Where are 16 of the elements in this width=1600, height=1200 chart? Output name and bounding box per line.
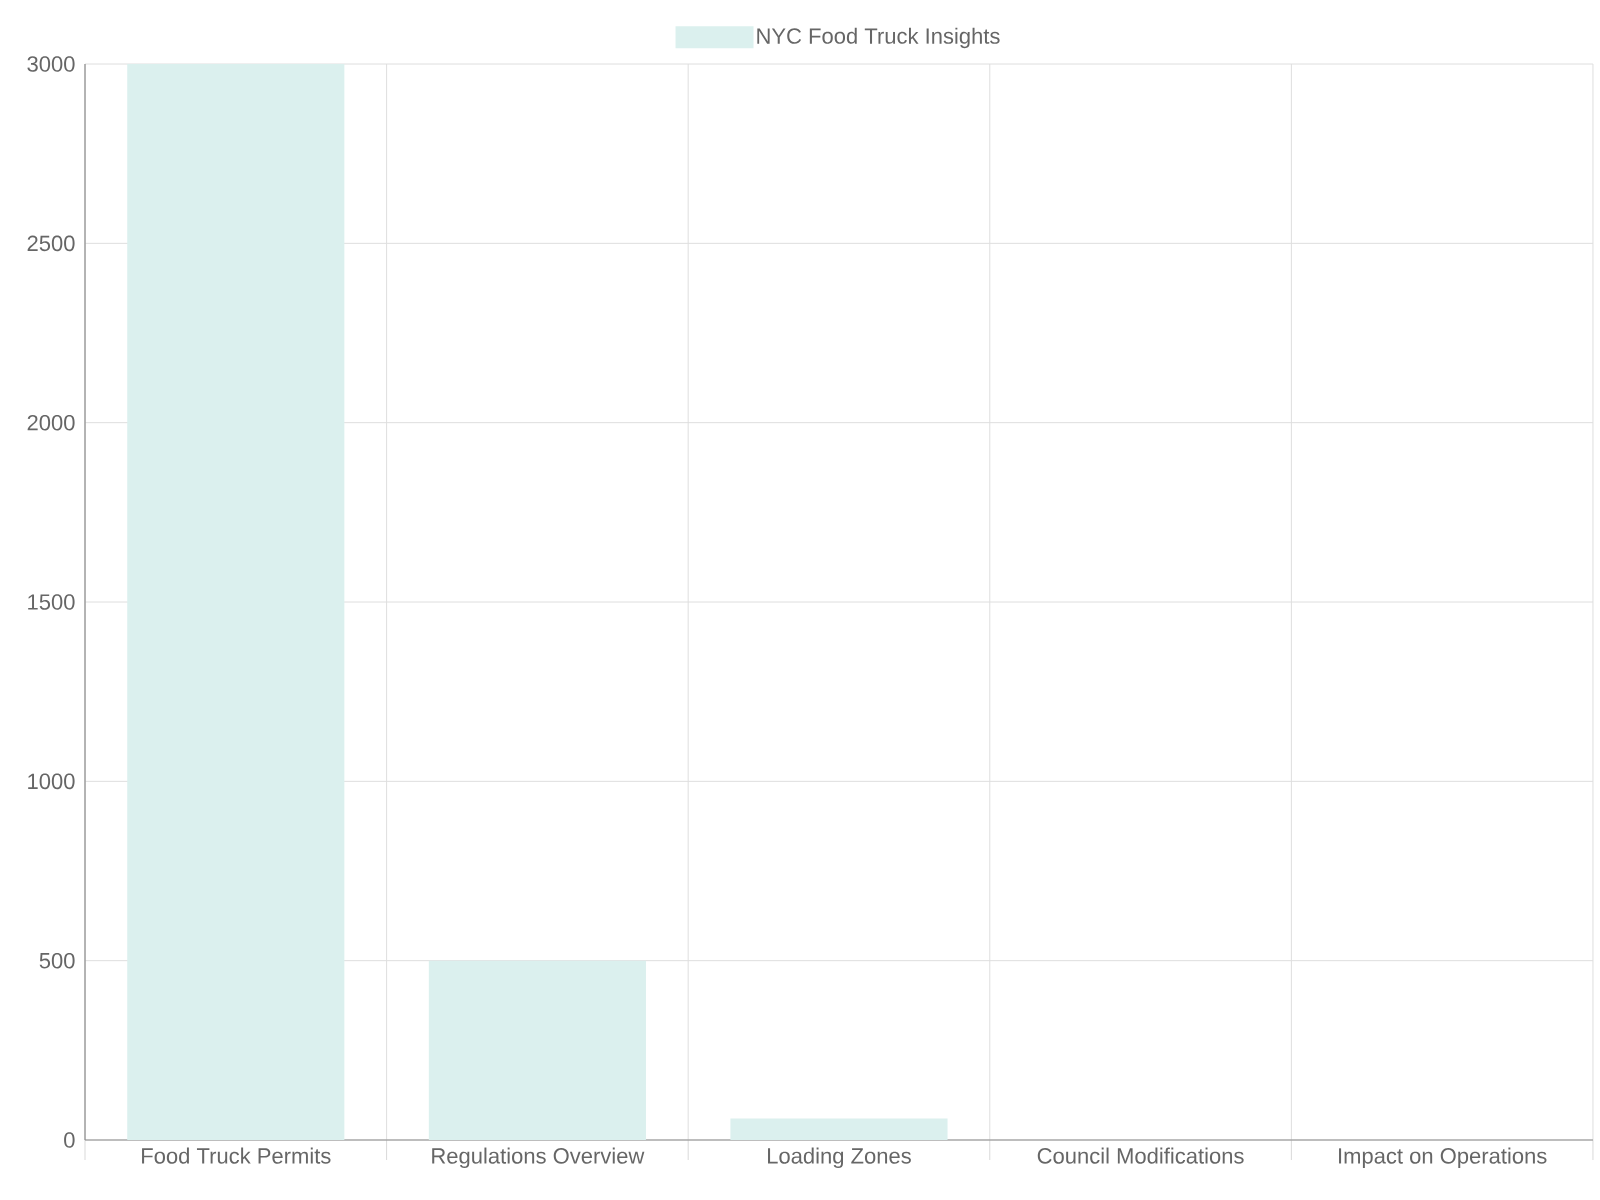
bar — [127, 64, 345, 1140]
y-tick-label: 500 — [39, 952, 75, 969]
y-tick-label: 3000 — [27, 56, 75, 72]
x-tick-label: Council Modifications — [1037, 1147, 1244, 1164]
legend-label: NYC Food Truck Insights — [757, 27, 1000, 49]
y-tick-label: 2500 — [27, 235, 75, 252]
x-tick-label: Loading Zones — [768, 1147, 911, 1169]
y-tick-label: 0 — [64, 1132, 75, 1148]
x-tick-label: Impact on Operations — [1339, 1147, 1547, 1169]
x-tick-label: Food Truck Permits — [142, 1147, 331, 1164]
y-tick-label: 2000 — [27, 414, 75, 431]
bar — [730, 1118, 948, 1140]
y-tick-label: 1000 — [28, 773, 75, 790]
bar — [428, 960, 646, 1140]
x-tick-label: Regulations Overview — [432, 1147, 645, 1169]
y-tick-label: 1500 — [28, 594, 75, 610]
